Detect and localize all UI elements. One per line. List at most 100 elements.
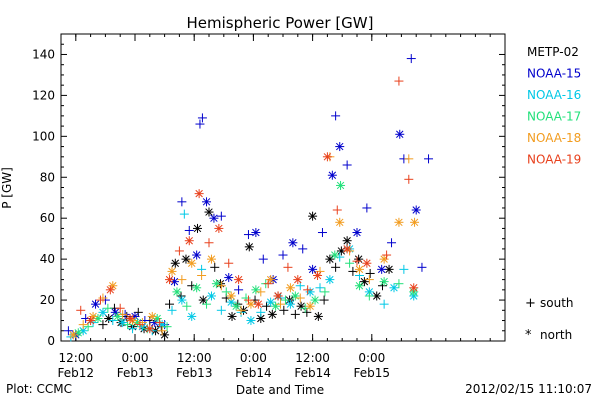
north-point-metp-02 xyxy=(384,264,394,274)
south-point-noaa-15 xyxy=(197,113,207,123)
x-tick-time: 0:00 xyxy=(240,351,267,365)
north-point-metp-02 xyxy=(181,254,191,264)
plot-frame xyxy=(60,33,506,342)
south-point-noaa-16 xyxy=(108,316,118,326)
south-point-noaa-17 xyxy=(280,295,290,305)
south-point-noaa-15 xyxy=(234,285,244,295)
y-tick-label: 40 xyxy=(40,252,55,266)
south-point-noaa-15 xyxy=(63,326,73,336)
marker-key-symbol: * xyxy=(525,328,532,343)
south-point-noaa-18 xyxy=(364,275,374,285)
north-point-noaa-17 xyxy=(310,295,320,305)
south-point-noaa-17 xyxy=(364,291,374,301)
south-point-noaa-18 xyxy=(315,266,325,276)
north-point-noaa-16 xyxy=(187,311,197,321)
marker-key-symbol: + xyxy=(525,296,536,311)
south-point-noaa-18 xyxy=(177,275,187,285)
south-point-noaa-16 xyxy=(167,305,177,315)
north-point-metp-02 xyxy=(354,254,364,264)
south-point-metp-02 xyxy=(98,320,108,330)
north-point-noaa-18 xyxy=(305,301,315,311)
north-point-metp-02 xyxy=(170,258,180,268)
legend-entry-metp-02: METP-02 xyxy=(527,45,579,59)
north-point-metp-02 xyxy=(325,254,335,264)
south-point-noaa-15 xyxy=(184,225,194,235)
x-tick-date: Feb13 xyxy=(176,366,213,380)
north-point-noaa-18 xyxy=(266,275,276,285)
south-point-noaa-16 xyxy=(128,324,138,334)
south-point-noaa-16 xyxy=(379,299,389,309)
north-point-metp-02 xyxy=(342,236,352,246)
y-tick-label: 20 xyxy=(40,293,55,307)
y-tick-label: 60 xyxy=(40,211,55,225)
legend-entry-noaa-19: NOAA-19 xyxy=(527,153,581,167)
north-point-noaa-18 xyxy=(285,283,295,293)
x-tick-date: Feb15 xyxy=(354,366,391,380)
plot-credit: Plot: CCMC xyxy=(6,382,72,396)
plot-timestamp: 2012/02/15 11:10:07 xyxy=(465,382,592,396)
x-tick-time: 12:00 xyxy=(295,351,330,365)
y-tick-label: 100 xyxy=(32,129,55,143)
south-point-noaa-17 xyxy=(202,299,212,309)
north-point-metp-02 xyxy=(359,277,369,287)
north-point-noaa-19 xyxy=(293,275,303,285)
north-point-noaa-17 xyxy=(113,311,123,321)
south-point-metp-02 xyxy=(290,309,300,319)
x-tick-time: 0:00 xyxy=(122,351,149,365)
north-point-noaa-17 xyxy=(211,279,221,289)
south-point-noaa-19 xyxy=(204,238,214,248)
north-point-noaa-19 xyxy=(313,271,323,281)
x-tick-time: 0:00 xyxy=(358,351,385,365)
north-point-noaa-18 xyxy=(108,281,118,291)
south-point-noaa-19 xyxy=(95,295,105,305)
south-point-metp-02 xyxy=(331,262,341,272)
south-point-noaa-15 xyxy=(417,262,427,272)
north-point-noaa-19 xyxy=(165,275,175,285)
north-point-noaa-15 xyxy=(91,299,101,309)
south-point-noaa-18 xyxy=(118,309,128,319)
x-tick-time: 12:00 xyxy=(177,351,212,365)
south-point-noaa-18 xyxy=(404,154,414,164)
north-point-noaa-17 xyxy=(330,250,340,260)
north-point-noaa-15 xyxy=(377,264,387,274)
south-point-noaa-15 xyxy=(342,160,352,170)
north-point-noaa-18 xyxy=(226,291,236,301)
south-point-noaa-17 xyxy=(394,279,404,289)
legend-entry-noaa-17: NOAA-17 xyxy=(527,110,581,124)
south-point-noaa-19 xyxy=(404,174,414,184)
north-point-noaa-19 xyxy=(253,299,263,309)
south-point-noaa-15 xyxy=(406,54,416,64)
south-point-noaa-16 xyxy=(216,305,226,315)
south-point-noaa-16 xyxy=(399,264,409,274)
north-point-noaa-15 xyxy=(335,142,345,152)
south-point-noaa-18 xyxy=(137,318,147,328)
legend-entry-noaa-15: NOAA-15 xyxy=(527,67,581,81)
north-point-noaa-19 xyxy=(342,244,352,254)
south-point-noaa-17 xyxy=(241,293,251,303)
north-point-noaa-16 xyxy=(266,297,276,307)
x-tick-time: 12:00 xyxy=(59,351,94,365)
south-point-noaa-19 xyxy=(382,250,392,260)
north-point-noaa-19 xyxy=(362,258,372,268)
north-point-metp-02 xyxy=(313,311,323,321)
north-point-noaa-17 xyxy=(336,180,346,190)
north-point-noaa-18 xyxy=(147,311,157,321)
south-point-noaa-16 xyxy=(315,283,325,293)
north-point-noaa-15 xyxy=(395,129,405,139)
north-point-noaa-15 xyxy=(327,170,337,180)
south-point-noaa-19 xyxy=(174,246,184,256)
south-point-metp-02 xyxy=(365,268,375,278)
north-point-noaa-17 xyxy=(251,285,261,295)
north-point-noaa-17 xyxy=(231,301,241,311)
north-point-metp-02 xyxy=(267,309,277,319)
north-point-noaa-16 xyxy=(389,283,399,293)
south-point-noaa-15 xyxy=(243,230,253,240)
north-point-noaa-15 xyxy=(224,273,234,283)
south-point-noaa-17 xyxy=(162,322,172,332)
south-point-noaa-16 xyxy=(179,209,189,219)
south-point-metp-02 xyxy=(262,301,272,311)
north-point-noaa-18 xyxy=(379,254,389,264)
north-point-noaa-19 xyxy=(184,236,194,246)
north-point-noaa-15 xyxy=(192,250,202,260)
north-point-metp-02 xyxy=(192,223,202,233)
